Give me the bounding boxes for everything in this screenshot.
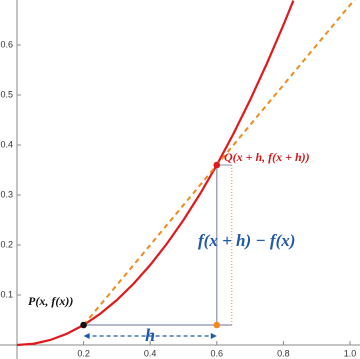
- curve: [16, 0, 295, 347]
- x-tick-label: 0.6: [211, 348, 224, 358]
- y-tick-label: 0.4: [0, 139, 13, 149]
- y-tick-label: 0.6: [0, 39, 13, 49]
- point: [213, 321, 221, 329]
- point: [80, 321, 87, 329]
- x-tick-label: 1.0: [344, 348, 357, 358]
- run-label: h: [145, 325, 155, 345]
- x-tick-label: 0.4: [144, 348, 157, 358]
- point: [213, 161, 221, 169]
- secant-line: [82, 0, 356, 326]
- y-tick-label: 0.2: [0, 239, 13, 249]
- p-label: P(x, f(x)): [28, 294, 73, 308]
- y-tick-label: 0.1: [0, 289, 13, 299]
- rise-label: f(x + h) − f(x): [198, 231, 295, 250]
- y-tick-label: 0.3: [0, 189, 13, 199]
- x-tick-label: 0.2: [77, 348, 90, 358]
- y-tick-label: 0.5: [0, 89, 13, 99]
- q-label: Q(x + h, f(x + h)): [224, 150, 310, 164]
- x-tick-label: 0.8: [277, 348, 290, 358]
